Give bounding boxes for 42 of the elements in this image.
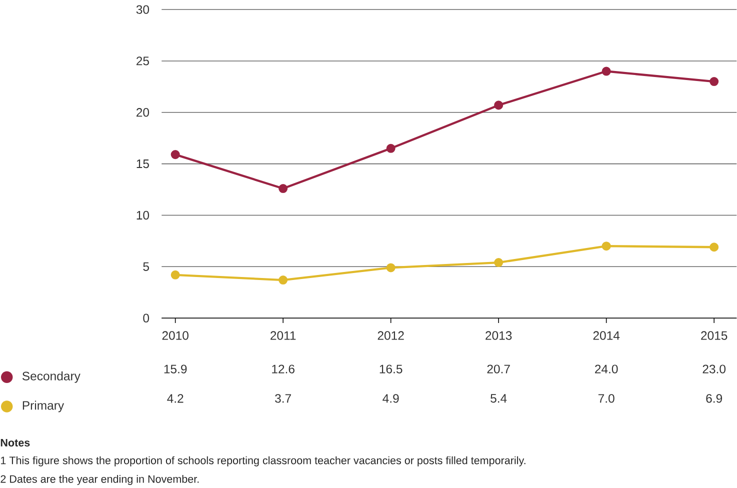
point [602,66,611,76]
point [602,242,611,251]
point [278,276,288,285]
data-label: 4.2 [167,394,184,403]
point [386,263,396,272]
y-tick-label: 25 [136,56,149,66]
point [170,270,180,280]
data-label: 5.4 [490,394,507,403]
legend-label: Secondary [22,371,80,383]
y-tick-label: 20 [136,108,150,117]
point [494,258,504,268]
point [494,100,504,110]
point [386,144,396,153]
point [278,184,288,194]
data-label: 7.0 [598,394,614,403]
data-label: 12.6 [272,364,294,374]
legend-label: Primary [22,400,64,412]
y-tick-label: 5 [143,262,149,272]
data-label: 6.9 [706,394,722,403]
data-label: 4.9 [382,394,399,403]
x-tick-label: 2015 [701,331,728,340]
y-tick-label: 0 [143,314,150,323]
data-label: 24.0 [595,364,618,374]
x-tick-label: 2011 [270,331,296,340]
y-tick-label: 30 [136,5,150,14]
y-tick-label: 10 [136,210,150,220]
x-tick-label: 2013 [486,331,512,340]
point [710,242,719,252]
data-label: 20.7 [487,364,510,374]
text: 2 Dates are the year ending in November. [0,475,199,486]
data-label: 3.7 [275,394,291,403]
x-tick-label: 2010 [162,331,188,340]
text: Notes [0,439,30,447]
data-label: 16.5 [380,364,402,374]
x-tick-label: 2014 [593,331,620,340]
point [170,150,180,160]
y-tick-label: 15 [136,160,149,168]
text: 1 This figure shows the proportion of schools reporting classroom teacher vacancies or posts filled temporarily. [1,456,526,466]
data-label: 15.9 [164,364,187,374]
data-label: 23.0 [702,364,726,374]
point [710,77,719,86]
x-tick-label: 2012 [378,331,404,340]
